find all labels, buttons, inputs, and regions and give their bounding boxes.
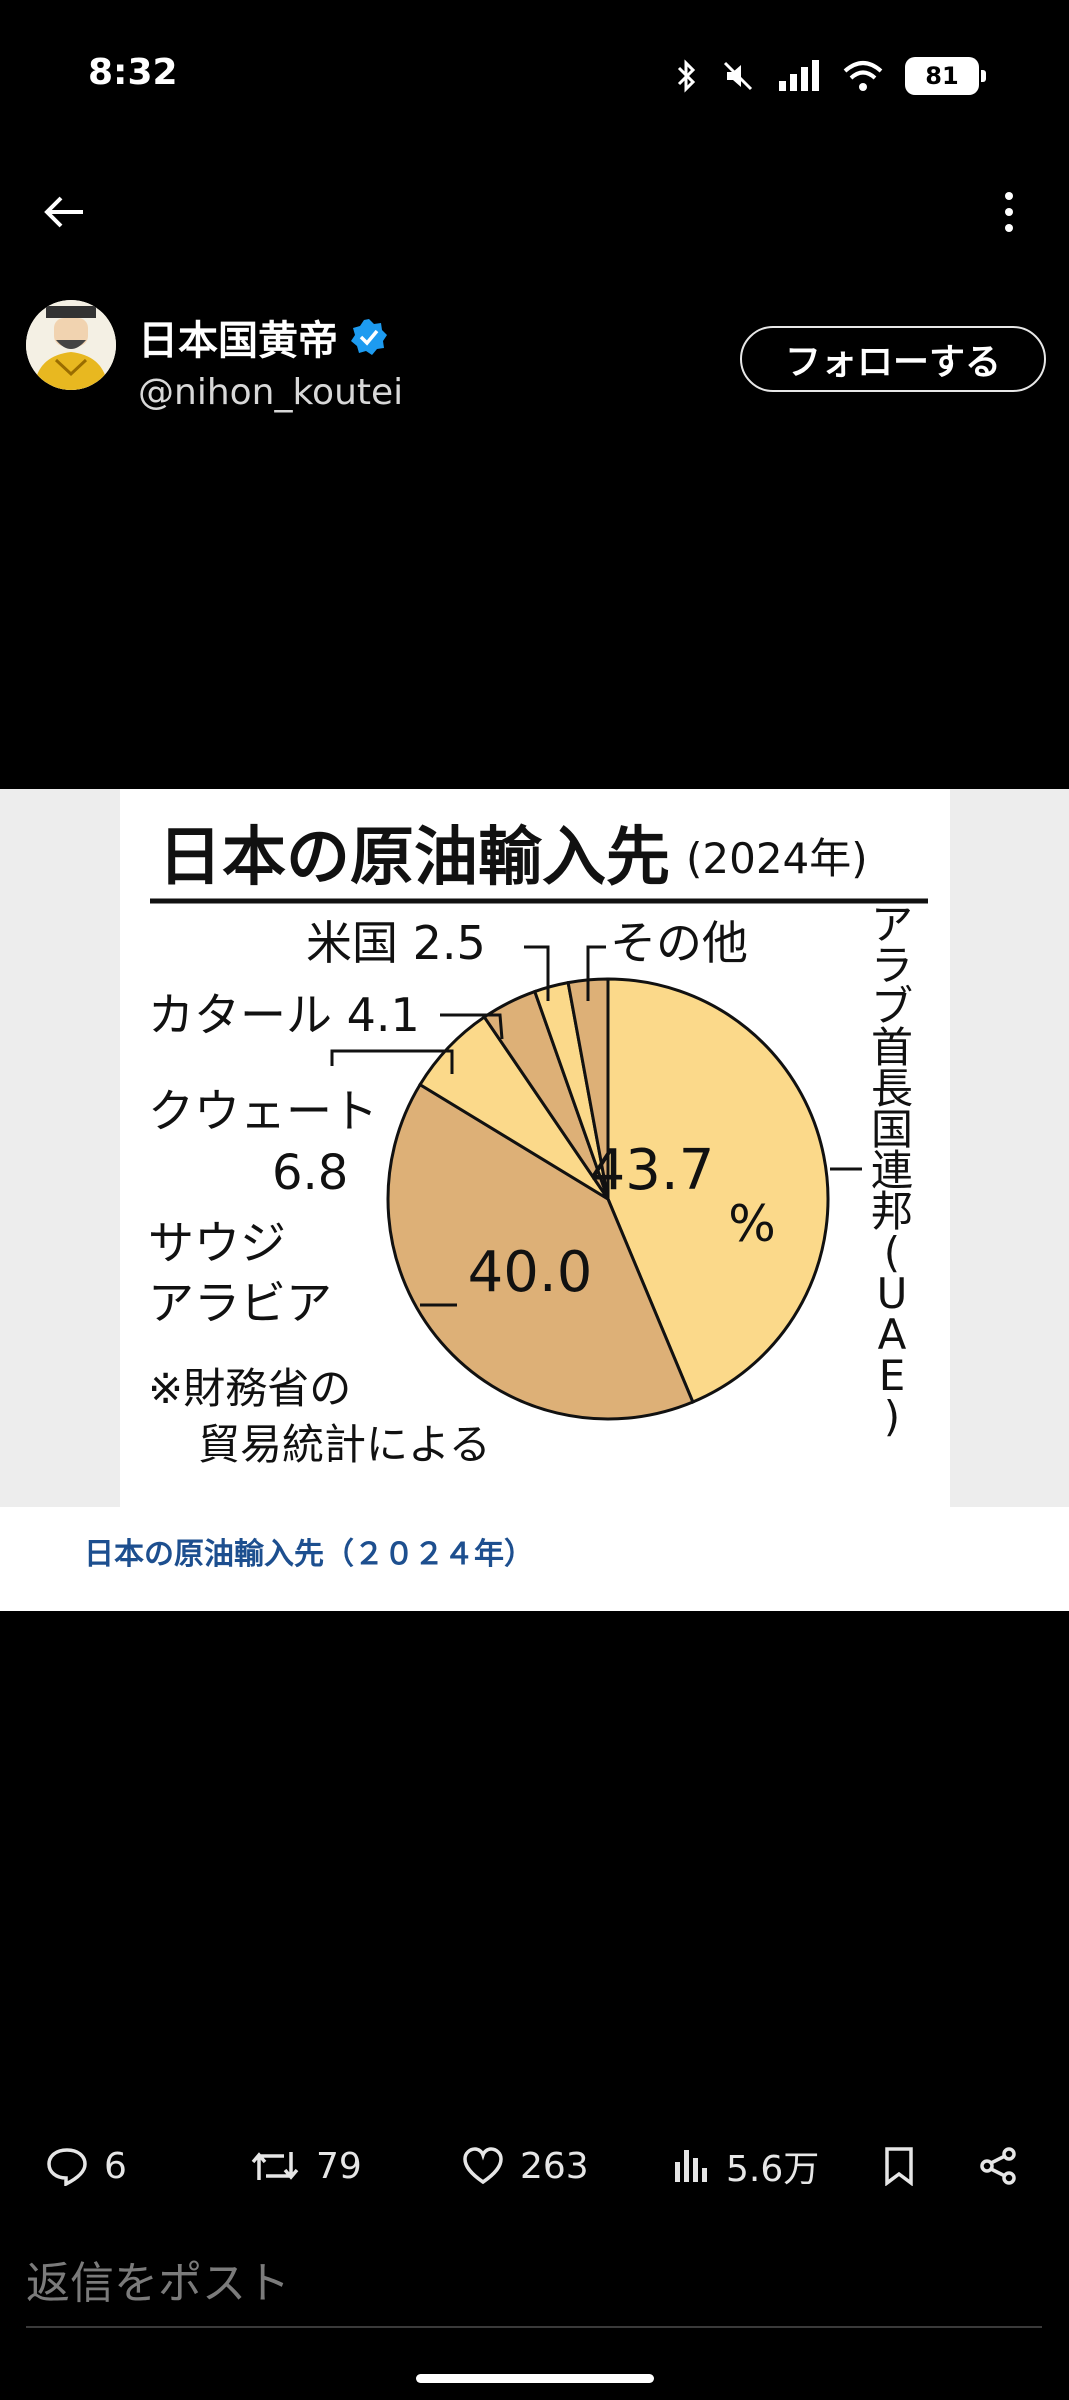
pie-slice-uae xyxy=(606,977,830,1404)
share-button[interactable] xyxy=(978,2134,1018,2198)
reply-count: 6 xyxy=(104,2145,127,2187)
leader-kuwait xyxy=(330,1049,454,1074)
label-uae-char: 首 xyxy=(871,1023,913,1072)
media-image[interactable]: 日本の原油輸入先 (2024年) 米国 2.5 その他 カタール 4.1 クウェ… xyxy=(0,789,1069,1507)
repost-icon xyxy=(251,2152,299,2180)
label-uae-char: ) xyxy=(884,1392,900,1441)
label-uae-char: ラ xyxy=(871,941,913,990)
label-uae-char: 国 xyxy=(871,1105,913,1154)
wifi-icon xyxy=(843,61,883,91)
label-kuwait-value: 6.8 xyxy=(272,1145,348,1201)
value-uae: 43.7 xyxy=(590,1138,715,1203)
label-qatar: カタール 4.1 xyxy=(148,988,420,1042)
unit-uae: % xyxy=(728,1195,776,1253)
label-saudi-line2: アラビア xyxy=(148,1276,332,1330)
label-uae-char: ブ xyxy=(871,982,913,1031)
value-saudi: 40.0 xyxy=(468,1240,593,1305)
label-uae-char: A xyxy=(878,1310,907,1359)
author-name[interactable]: 日本国黄帝 xyxy=(138,318,338,364)
author-handle[interactable]: @nihon_koutei xyxy=(138,372,404,413)
status-time: 8:32 xyxy=(88,52,178,93)
chart-title: 日本の原油輸入先 xyxy=(158,821,670,895)
label-us: 米国 2.5 xyxy=(306,916,486,970)
top-nav xyxy=(0,180,1069,240)
reply-icon xyxy=(47,2148,87,2186)
label-uae-char: U xyxy=(877,1269,908,1318)
bluetooth-icon xyxy=(677,59,696,93)
mute-icon xyxy=(723,61,753,91)
reply-button[interactable]: 6 xyxy=(46,2134,127,2198)
chart-subtitle: (2024年) xyxy=(686,834,868,883)
reply-box xyxy=(26,2248,1042,2328)
label-other: その他 xyxy=(610,916,748,970)
repost-button[interactable]: 79 xyxy=(250,2134,362,2198)
pie-chart: 日本の原油輸入先 (2024年) 米国 2.5 その他 カタール 4.1 クウェ… xyxy=(148,821,928,1469)
back-button[interactable] xyxy=(36,184,92,240)
label-uae-char: ア xyxy=(871,900,913,949)
avatar-illustration xyxy=(26,300,116,390)
label-kuwait: クウェート xyxy=(148,1084,378,1138)
bookmark-icon xyxy=(885,2147,913,2186)
home-indicator[interactable] xyxy=(416,2374,654,2383)
views-count: 5.6万 xyxy=(726,2149,820,2190)
label-uae-char: E xyxy=(879,1351,906,1400)
note-line2: 貿易統計による xyxy=(198,1420,491,1469)
more-vertical-icon xyxy=(1005,192,1013,232)
status-bar: 8:32 81 xyxy=(0,0,1069,150)
pie-slice-saudi xyxy=(386,1082,695,1421)
status-icons: 81 xyxy=(675,52,986,100)
back-arrow-icon xyxy=(44,196,83,228)
note-line1: ※財務省の xyxy=(148,1364,351,1413)
views-icon xyxy=(675,2150,707,2182)
label-saudi-line1: サウジ xyxy=(148,1216,286,1270)
more-options-button[interactable] xyxy=(989,184,1029,240)
repost-count: 79 xyxy=(316,2145,362,2187)
author-name-row: 日本国黄帝 xyxy=(138,308,388,366)
battery-indicator: 81 xyxy=(905,57,986,95)
label-uae-char: 邦 xyxy=(871,1187,913,1236)
views-button[interactable]: 5.6万 xyxy=(672,2134,819,2198)
action-bar: 6 79 263 5.6万 xyxy=(0,2134,1069,2198)
label-uae-char: 長 xyxy=(871,1064,913,1113)
follow-button[interactable]: フォローする xyxy=(740,326,1046,392)
media-caption: 日本の原油輸入先（２０２４年） xyxy=(84,1537,534,1572)
like-button[interactable]: 263 xyxy=(462,2134,589,2198)
share-icon xyxy=(980,2147,1016,2185)
verified-badge-icon xyxy=(351,319,387,355)
label-uae-char: 連 xyxy=(871,1146,913,1195)
avatar[interactable] xyxy=(26,300,116,390)
bookmark-button[interactable] xyxy=(882,2134,916,2198)
signal-icon xyxy=(779,60,819,91)
chart-panel: 日本の原油輸入先 (2024年) 米国 2.5 その他 カタール 4.1 クウェ… xyxy=(120,789,950,1507)
like-icon xyxy=(463,2147,503,2185)
leader-us xyxy=(524,945,550,1001)
label-uae-char: ( xyxy=(884,1228,900,1277)
leader-qatar xyxy=(440,1013,504,1040)
reply-input[interactable] xyxy=(26,2248,1042,2318)
media-card[interactable]: 日本の原油輸入先 (2024年) 米国 2.5 その他 カタール 4.1 クウェ… xyxy=(0,789,1069,1611)
like-count: 263 xyxy=(520,2145,589,2187)
leader-other xyxy=(586,945,606,1001)
post-author: 日本国黄帝 @nihon_koutei フォローする xyxy=(26,300,1046,413)
